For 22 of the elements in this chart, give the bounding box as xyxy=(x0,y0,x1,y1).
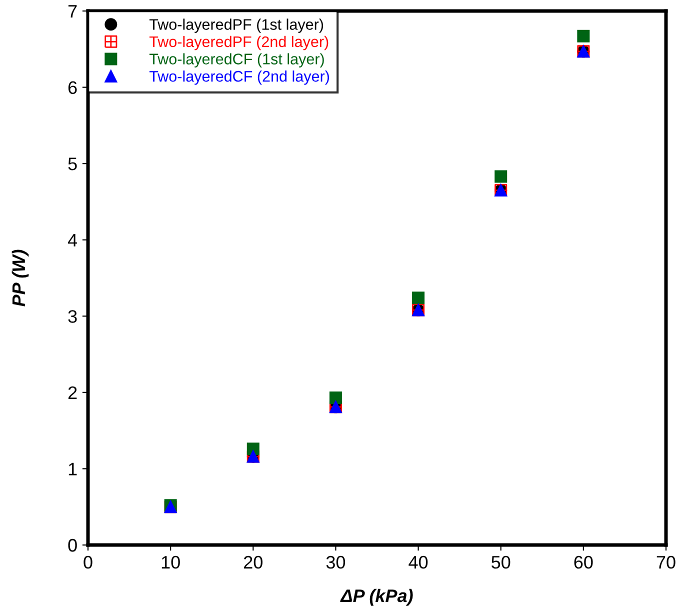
x-tick-label: 10 xyxy=(162,556,180,569)
x-tick-label: 50 xyxy=(492,556,510,569)
legend-label: Two-layeredPF (1st layer) xyxy=(149,18,324,33)
x-axis-title: ΔP (kPa) xyxy=(340,588,413,606)
legend-label: Two-layeredCF (1st layer) xyxy=(149,53,324,68)
y-tick-label: 5 xyxy=(68,158,77,170)
y-tick-label: 1 xyxy=(68,462,77,476)
x-tick-label: 70 xyxy=(656,556,676,569)
y-axis-title: PP (W) xyxy=(12,250,29,306)
y-tick-label: 2 xyxy=(68,386,77,399)
x-tick-label: 30 xyxy=(326,556,346,569)
x-tick-label: 40 xyxy=(408,556,428,569)
legend-label: Two-layeredPF (2nd layer) xyxy=(149,36,328,50)
legend-label: Two-layeredCF (2nd layer) xyxy=(149,70,330,85)
x-tick-label: 20 xyxy=(244,556,262,569)
y-tick-label: 0 xyxy=(68,538,77,552)
x-tick-label: 60 xyxy=(574,556,593,569)
y-tick-label: 4 xyxy=(68,234,78,246)
x-tick-label: 0 xyxy=(84,556,92,569)
y-tick-label: 7 xyxy=(68,5,77,18)
y-tick-label: 6 xyxy=(68,81,77,94)
y-tick-label: 3 xyxy=(68,310,77,323)
